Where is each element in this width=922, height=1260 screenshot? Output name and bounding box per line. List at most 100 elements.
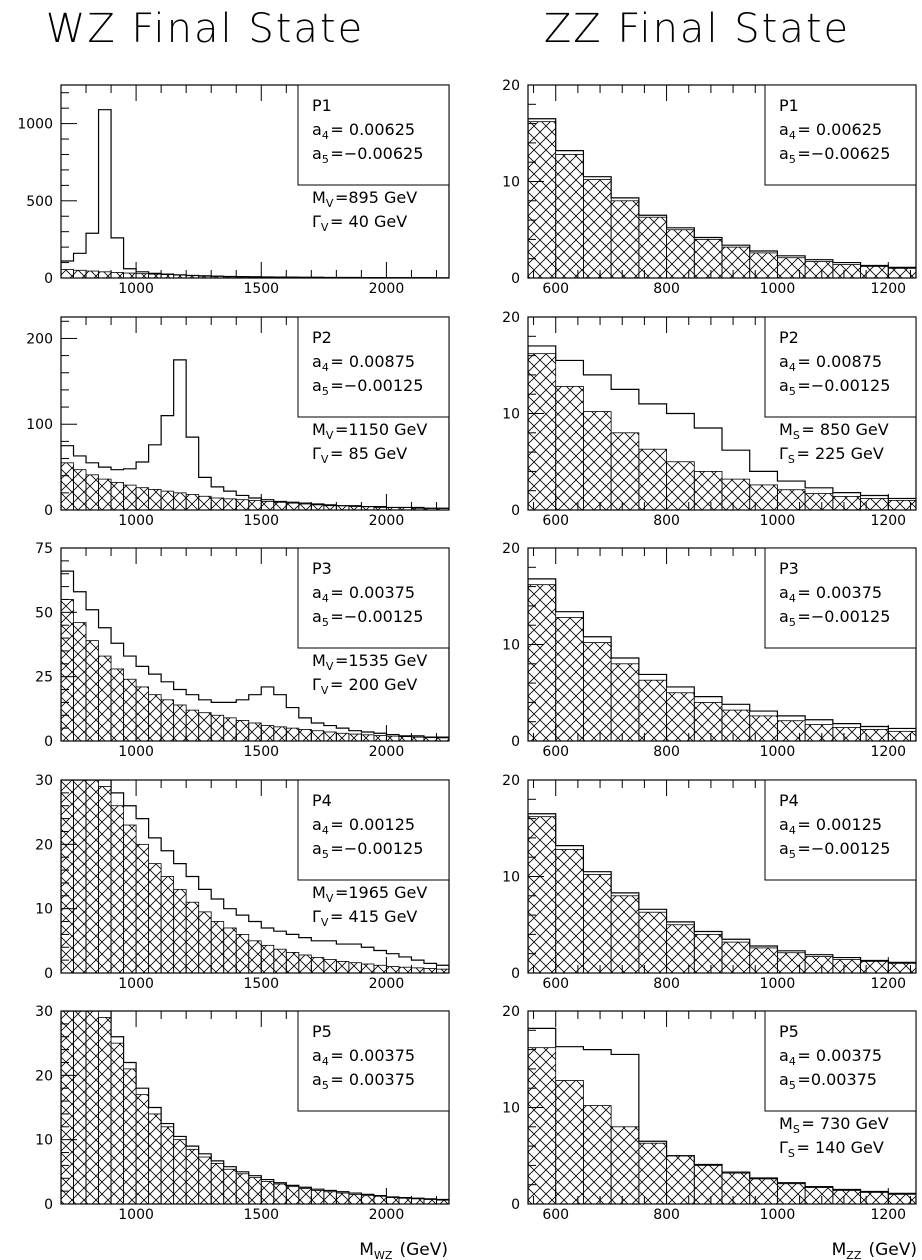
legend-box [297,84,450,186]
background-bar [373,1195,387,1204]
legend-entry: a5 =−0.00125 [779,376,890,398]
background-bar [860,1192,889,1204]
background-bar [310,730,325,741]
background-bar [198,495,212,510]
background-bar [323,731,337,741]
y-tick-label: 10 [502,407,520,423]
resonance-label: MV =1535 GeV [312,651,427,673]
y-tick-label: 0 [44,503,53,519]
background-bar [386,966,400,973]
legend-entry: a4 = 0.00375 [779,583,882,605]
background-bar [73,780,87,973]
legend-entry: P5 [312,1022,332,1041]
background-bar [73,622,87,741]
background-bar [210,714,225,741]
legend-entry: P1 [312,96,332,115]
resonance-label: ΓS = 225 GeV [779,444,884,466]
background-bar [610,432,640,510]
background-bar [73,269,87,278]
background-bar [832,727,861,741]
background-bar [411,1198,425,1204]
background-bar [148,863,162,973]
background-bar [98,1017,112,1204]
histogram-area [528,345,916,510]
background-bar [98,478,112,510]
y-tick-label: 500 [26,194,53,210]
legend-entry: a4 = 0.00625 [779,120,882,142]
y-tick-label: 0 [44,734,53,750]
background-bar [210,1163,225,1204]
background-bar [777,257,806,278]
legend-entry: P5 [779,1022,799,1041]
background-bar [610,663,640,741]
background-bar [110,482,124,510]
background-bar [360,963,375,973]
background-bar [398,966,412,973]
background-bar [638,448,667,510]
background-bar [223,1168,237,1204]
legend-entry: a5 =−0.00125 [312,376,423,398]
background-bar [583,1105,612,1204]
background-bar [335,505,350,510]
background-bar [721,941,751,973]
x-tick-label: 2000 [369,513,405,529]
background-bar [298,954,312,973]
background-bar [804,1187,834,1204]
background-bar [123,1068,137,1204]
background-bar [135,1094,150,1204]
x-tick-label: 600 [542,1207,569,1223]
background-bar [860,498,889,510]
background-bar [555,617,584,741]
legend-entry: a4 = 0.00125 [779,815,882,837]
x-tick-label: 1000 [118,744,154,760]
legend-box [297,316,450,418]
background-bar [148,694,162,741]
legend-entry: P2 [312,328,332,347]
legend-entry: a5 =−0.00125 [779,607,890,629]
y-tick-label: 50 [35,605,53,621]
background-bar [198,1156,212,1204]
background-bar [110,272,124,278]
total-histogram-line [528,578,916,741]
background-bar [210,921,225,973]
background-bar [749,1178,778,1204]
background-bar [273,726,287,741]
y-tick-label: 0 [511,503,520,519]
background-bar [860,729,889,741]
y-tick-label: 0 [44,966,53,982]
legend-box [764,316,917,418]
background-bar [887,730,916,741]
legend-box [297,1010,450,1112]
background-bar [323,959,337,973]
total-histogram-line [528,813,916,973]
background-bar [185,709,200,741]
background-bar [285,952,300,973]
legend-box [297,779,450,881]
x-tick-label: 800 [653,744,680,760]
background-bar [666,229,695,278]
background-bar [583,179,612,278]
background-bar [61,269,74,278]
legend-entry: a4 = 0.00875 [312,352,415,374]
background-bar [555,386,584,510]
histogram-area [61,780,449,973]
background-bar [185,1148,200,1204]
resonance-label: ΓV = 40 GeV [312,212,407,234]
background-bar [260,944,275,973]
y-tick-label: 10 [502,175,520,191]
background-bar [260,725,275,741]
y-tick-label: 20 [502,773,520,789]
background-bar [386,1197,400,1204]
right-x-axis-title: MZZ (GeV) [832,1240,917,1260]
y-tick-label: 10 [35,1133,53,1149]
background-bar [749,252,778,278]
background-bar [61,1011,74,1204]
x-tick-label: 1000 [118,976,154,992]
background-bar [285,1186,300,1204]
y-tick-label: 10 [502,870,520,886]
x-tick-label: 1000 [118,513,154,529]
background-bar [423,1199,437,1204]
background-bar [348,962,362,973]
background-bar [555,154,584,278]
